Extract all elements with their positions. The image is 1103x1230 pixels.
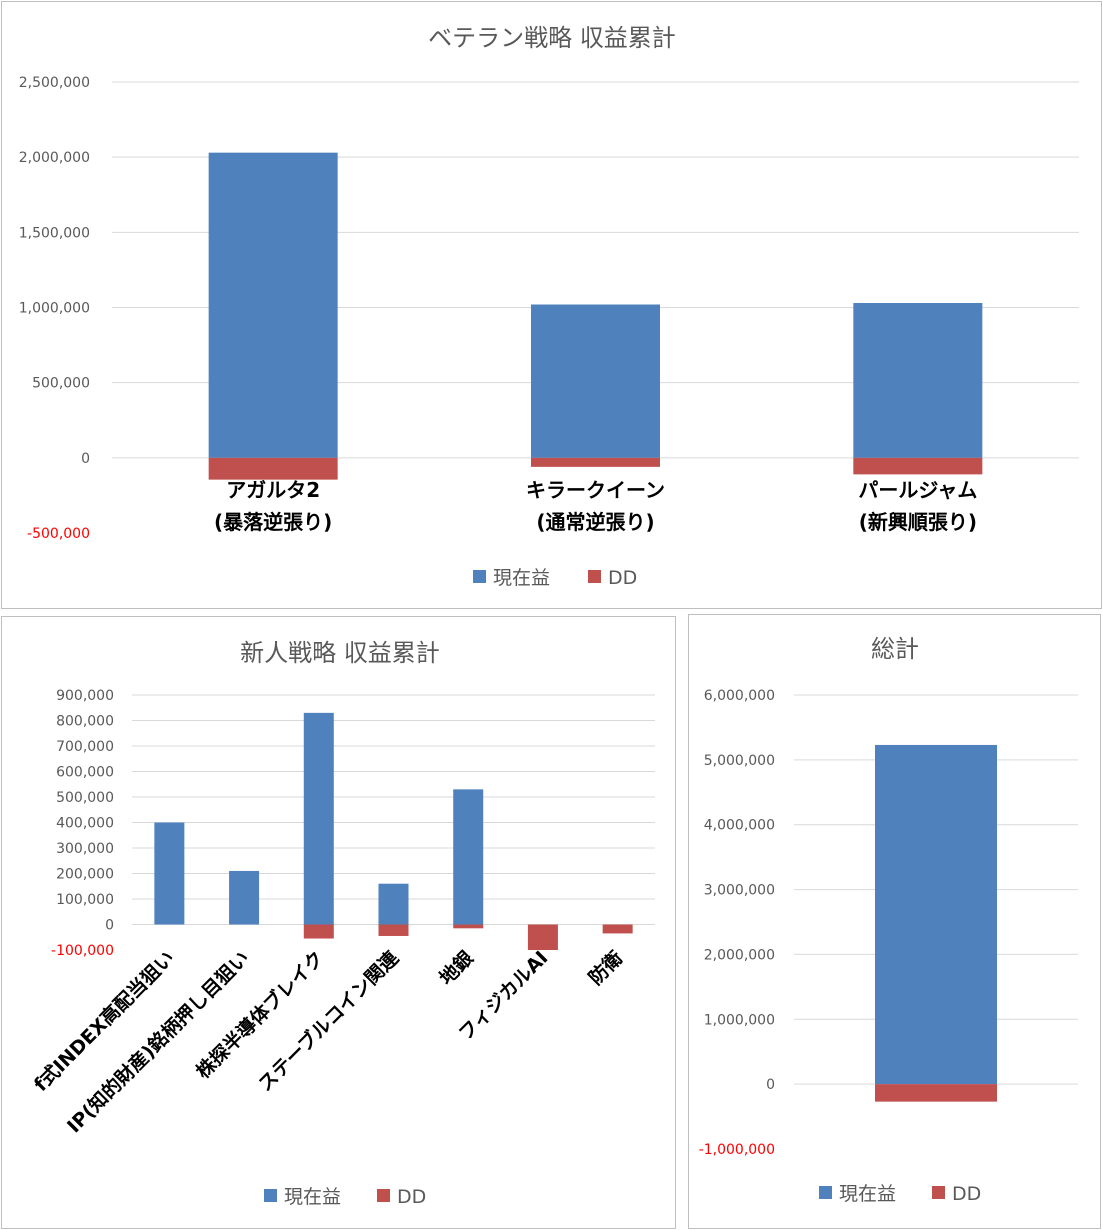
total-chart: 総計 -1,000,000 0 1,000,000 2,000,000 3,000,00… [699,635,1078,1205]
bar-profit [531,304,660,458]
x-category-label: (通常逆張り) [536,510,654,534]
x-category-label: パールジャム [858,478,977,502]
y-tick-label: 900,000 [56,688,114,704]
veteran-chart-panel: ベテラン戦略 収益累計 -500,000 0 500,000 1,000,000 1,5… [1,1,1102,609]
legend-swatch-dd [588,570,601,583]
y-tick-label: 6,000,000 [704,688,775,704]
legend-label-profit: 現在益 [839,1183,896,1205]
y-tick-label: 2,500,000 [19,75,90,91]
bar-dd [208,457,338,480]
legend: 現在益 DD [264,1186,426,1208]
y-tick-label: 200,000 [56,867,114,883]
legend-swatch-profit [473,570,486,583]
bar-dd [453,924,484,929]
y-tick-label: 4,000,000 [704,818,775,834]
bar-dd [531,457,660,467]
y-tick-label: -1,000,000 [699,1142,775,1158]
x-category-label: f式INDEX高配当狙い [29,946,179,1096]
y-tick-label: 500,000 [56,790,114,806]
legend-label-dd: DD [608,567,637,589]
rookie-chart-panel: 新人戦略 収益累計 -100,000 0 100,000 200,000 300,000… [1,616,676,1229]
chart-title: 新人戦略 収益累計 [240,639,440,667]
y-tick-label: 1,000,000 [704,1012,775,1028]
legend-swatch-dd [932,1186,945,1199]
bar-profit [453,789,484,925]
bar-dd [853,457,983,475]
bar-profit [154,822,185,925]
y-tick-label: -500,000 [27,526,90,542]
bar-profit [229,870,260,925]
y-tick-label: 3,000,000 [704,883,775,899]
bar-profit [853,302,983,458]
rookie-chart: 新人戦略 収益累計 -100,000 0 100,000 200,000 300,000… [29,639,655,1208]
bar-dd [303,924,334,939]
y-tick-label: 100,000 [56,892,114,908]
bar-profit [378,883,409,925]
legend-swatch-profit [264,1189,277,1202]
x-category-label: ステーブルコイン関連 [253,946,403,1096]
y-tick-label: -100,000 [51,943,114,959]
bar-dd [527,924,558,950]
total-chart-panel: 総計 -1,000,000 0 1,000,000 2,000,000 3,000,00… [688,614,1101,1229]
bar-profit [208,152,338,458]
y-tick-label: 800,000 [56,714,114,730]
y-tick-label: 400,000 [56,816,114,832]
x-category-label: 株探半導体ブレイク [191,946,328,1083]
y-tick-label: 2,000,000 [704,947,775,963]
bar-dd [378,924,409,936]
x-category-label: (暴落逆張り) [214,510,332,534]
x-category-label: キラークイーン [526,478,665,502]
legend-swatch-dd [377,1189,390,1202]
y-tick-label: 0 [105,918,114,934]
y-tick-label: 300,000 [56,841,114,857]
legend-label-profit: 現在益 [493,567,550,589]
y-tick-label: 5,000,000 [704,753,775,769]
legend: 現在益 DD [473,567,637,589]
x-category-label: 地銀 [435,946,478,989]
chart-title: ベテラン戦略 収益累計 [428,24,676,52]
y-tick-label: 500,000 [32,376,90,392]
legend-label-dd: DD [397,1186,426,1208]
legend-label-profit: 現在益 [284,1186,341,1208]
y-tick-label: 0 [766,1077,775,1093]
x-category-label: 防衛 [584,946,627,989]
y-tick-label: 0 [81,451,90,467]
bar-profit [303,712,334,925]
x-category-label: (新興順張り) [859,510,977,534]
bar-dd [875,1084,997,1102]
y-tick-label: 1,000,000 [19,301,90,317]
y-tick-label: 2,000,000 [19,150,90,166]
x-category-label: アガルタ2 [226,478,320,502]
legend: 現在益 DD [819,1183,981,1205]
bar-profit [875,744,997,1085]
y-tick-label: 1,500,000 [19,225,90,241]
veteran-chart: ベテラン戦略 収益累計 -500,000 0 500,000 1,000,000 1,5… [19,24,1079,589]
bar-dd [602,924,633,934]
legend-label-dd: DD [952,1183,981,1205]
legend-swatch-profit [819,1186,832,1199]
chart-title: 総計 [871,635,919,663]
y-tick-label: 600,000 [56,765,114,781]
y-tick-label: 700,000 [56,739,114,755]
